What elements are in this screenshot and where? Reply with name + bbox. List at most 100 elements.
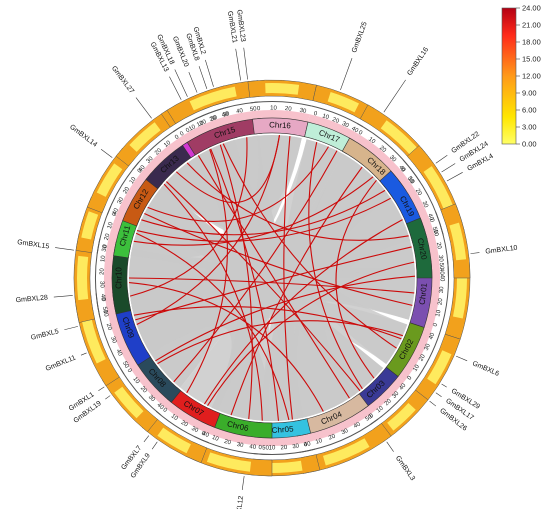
legend-tick-label: 15.00 <box>522 55 541 64</box>
density-highlight <box>427 350 452 385</box>
chromosome-halo <box>127 359 173 409</box>
duplication-link <box>133 305 402 340</box>
gene-label: GmBXL16 <box>406 46 430 77</box>
gene-pointer <box>98 386 105 391</box>
gene-label: GmBXL12 <box>234 495 245 509</box>
gene-pointer <box>340 58 353 91</box>
gene-label: GmBXL15 <box>17 239 50 250</box>
scale-tick-label: 50 <box>262 445 270 451</box>
scale-tick-label: 40 <box>350 126 359 135</box>
scale-tick-label: 10 <box>432 229 440 238</box>
scale-tick-label: 10 <box>435 309 442 317</box>
scale-tick-label: 30 <box>388 154 397 163</box>
gene-pointer <box>205 59 214 87</box>
scale-tick-label: 20 <box>105 323 113 332</box>
scale-tick-label: 0 <box>433 322 440 327</box>
duplication-link <box>207 261 415 406</box>
scale-tick-label: 30 <box>292 443 300 450</box>
gene-pointer <box>429 400 437 407</box>
duplication-link <box>155 275 416 362</box>
gene-label: GmBXL10 <box>485 245 518 256</box>
gene-label: GmBXL14 <box>68 124 98 149</box>
scale-tick-label: 10 <box>376 405 385 414</box>
duplication-link <box>141 189 386 236</box>
scale-tick-label: 20 <box>104 232 112 241</box>
duplication-link <box>130 137 248 297</box>
scale-tick-label: 20 <box>180 420 189 429</box>
scale-tick-label: 40 <box>201 431 210 439</box>
duplication-link <box>147 146 329 222</box>
scale-tick-label: 50 <box>121 361 130 370</box>
scale-tick-label: 30 <box>236 442 244 449</box>
chromosome-halo <box>139 135 189 181</box>
gene-label: GmBXL5 <box>30 328 59 342</box>
chromosome-halo <box>360 375 405 418</box>
gene-pointer <box>188 72 198 93</box>
gene-pointer <box>143 435 150 443</box>
density-highlight <box>76 255 89 301</box>
scale-tick-label: 10 <box>163 140 172 149</box>
density-highlight <box>206 452 252 472</box>
scale-tick-label: 10 <box>102 310 109 318</box>
gene-pointer <box>383 79 406 113</box>
scale-tick-label: 40 <box>397 165 406 174</box>
scale-tick-label: 20 <box>435 242 442 250</box>
scale-tick-label: 0 <box>258 445 262 451</box>
density-highlight <box>189 86 237 111</box>
synteny-ribbon <box>130 135 302 259</box>
synteny-ribbon <box>150 139 246 388</box>
scale-tick-label: 10 <box>412 363 421 372</box>
scale-tick-label: 0 <box>102 243 109 248</box>
synteny-ribbon <box>259 139 344 421</box>
chromosome-halo <box>396 326 432 382</box>
legend-tick-label: 18.00 <box>522 38 541 47</box>
scale-tick-label: 50 <box>250 106 258 113</box>
scale-tick-label: 40 <box>112 207 120 216</box>
scale-tick-label: 20 <box>223 439 232 447</box>
gene-label: GmBXL23 <box>235 9 246 42</box>
scale-tick-label: 0 <box>428 218 435 224</box>
scale-tick-label: 20 <box>199 119 208 127</box>
scale-tick-label: 0 <box>399 167 406 174</box>
scale-tick-label: 10 <box>170 413 179 422</box>
synteny-ribbon <box>129 291 270 421</box>
density-highlight <box>157 427 191 454</box>
scale-tick-label: 30 <box>421 200 430 209</box>
gene-pointer <box>198 66 208 89</box>
chromosome-label: Chr16 <box>269 120 292 130</box>
density-highlight <box>114 386 144 419</box>
scale-tick-label: 30 <box>147 394 156 403</box>
chromosome-label: Chr05 <box>271 424 294 435</box>
scale-tick-label: 0 <box>161 407 168 414</box>
gene-pointer <box>235 48 242 81</box>
gene-label: GmBXL11 <box>45 354 77 372</box>
scale-tick-label: 40 <box>428 332 436 341</box>
scale-tick-label: 40 <box>99 294 106 302</box>
scale-tick-label: 30 <box>109 336 117 345</box>
scale-tick-label: 30 <box>98 281 104 289</box>
synteny-ribbon <box>160 158 415 276</box>
gene-pointer <box>100 148 113 158</box>
scale-tick-label: 20 <box>154 147 163 156</box>
gene-pointer <box>435 155 448 164</box>
scale-tick-label: 0 <box>313 111 318 118</box>
scale-tick-label: 30 <box>146 155 155 164</box>
scale-tick-label: 0 <box>257 106 261 112</box>
scale-tick-label: 0 <box>303 442 308 449</box>
gene-pointer <box>174 69 188 97</box>
scale-tick-label: 30 <box>341 428 350 437</box>
scale-tick-label: 40 <box>399 382 408 391</box>
scale-tick-label: 0 <box>200 431 206 438</box>
gene-pointer <box>386 441 394 452</box>
scale-tick-label: 20 <box>384 398 393 407</box>
density-highlight <box>265 83 300 95</box>
scale-tick-label: 30 <box>424 343 432 352</box>
scale-tick-label: 10 <box>367 137 376 146</box>
density-highlight <box>327 92 360 113</box>
density-highlight <box>452 278 467 319</box>
gene-label: GmBXL28 <box>15 294 48 304</box>
chromosome-halo <box>161 397 216 435</box>
duplication-link <box>210 148 280 421</box>
scale-tick-label: 10 <box>196 120 205 129</box>
scale-tick-label: 0 <box>179 131 186 138</box>
